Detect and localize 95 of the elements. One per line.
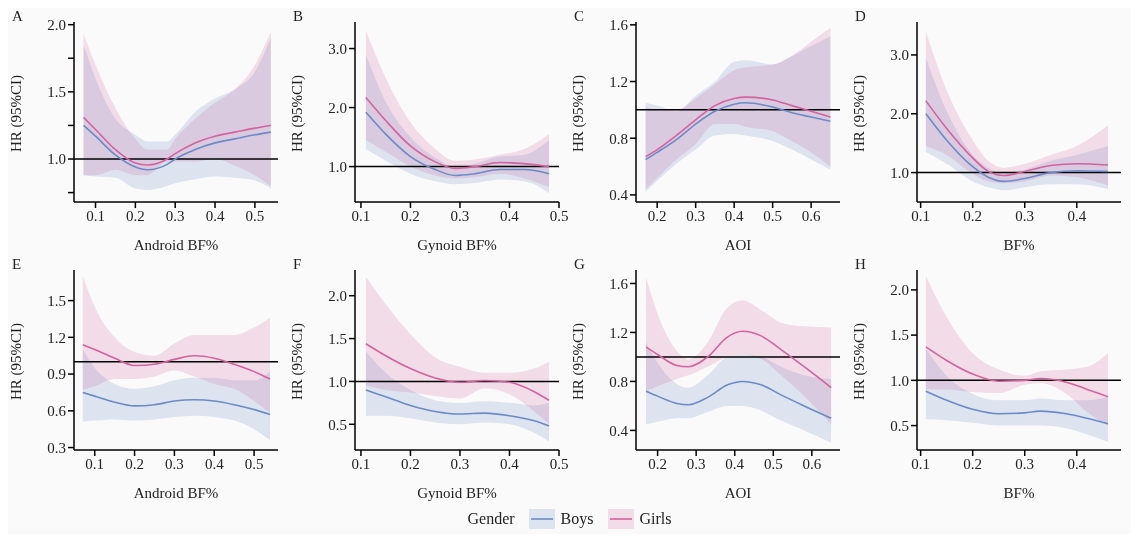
x-axis-title: BF% [1003,485,1035,501]
y-axis-title: HR (95%CI) [8,74,26,152]
y-tick-label: 1.5 [890,327,909,344]
legend-label: Girls [639,510,672,528]
x-tick-label: 0.5 [549,455,569,472]
x-tick-label: 0.3 [165,207,185,224]
x-tick-label: 0.5 [763,207,783,224]
x-tick-label: 0.6 [801,207,822,224]
y-tick-label: 1.0 [47,151,66,168]
y-axis-title: HR (95%CI) [289,74,307,152]
y-tick-label: 1.5 [328,330,347,347]
y-tick-label: 0.8 [609,130,628,147]
x-tick-label: 0.5 [244,455,264,472]
y-tick-label: 0.5 [890,417,909,434]
x-tick-label: 0.1 [86,207,105,224]
x-tick-label: 0.3 [1015,455,1035,472]
chart-title: F [293,256,302,273]
y-tick-label: 1.6 [609,275,629,292]
y-tick-label: 2.0 [328,288,347,305]
x-tick-label: 0.3 [450,207,470,224]
y-tick-label: 1.5 [47,292,66,309]
x-tick-label: 0.4 [500,207,520,224]
x-tick-label: 0.3 [165,455,184,472]
y-tick-label: 0.8 [609,373,628,390]
x-tick-label: 0.2 [125,455,144,472]
x-tick-label: 0.1 [911,455,931,472]
x-tick-label: 0.1 [911,207,931,224]
chart-title: H [855,256,866,273]
chart-title: D [855,8,866,25]
x-axis-title: AOI [724,237,752,253]
y-tick-label: 1.0 [890,372,909,389]
chart-title: E [12,256,22,273]
chart-title: C [574,8,585,25]
x-tick-label: 0.3 [686,455,706,472]
x-tick-label: 0.2 [401,455,420,472]
x-tick-label: 0.3 [686,207,706,224]
y-axis-title: HR (95%CI) [570,322,588,400]
x-tick-label: 0.1 [351,207,371,224]
x-axis-title: BF% [1003,237,1035,253]
y-tick-label: 1.2 [609,73,628,90]
x-tick-label: 0.4 [724,207,745,224]
y-tick-label: 0.4 [609,187,629,204]
y-tick-label: 3.0 [890,47,909,64]
y-axis-title: HR (95%CI) [8,322,26,400]
x-axis-title: Android BF% [133,237,219,253]
y-tick-label: 0.3 [47,439,66,456]
x-axis-title: AOI [724,485,752,501]
x-tick-label: 0.5 [245,207,265,224]
legend-label: Boys [560,510,594,528]
y-tick-label: 1.0 [890,164,909,181]
y-tick-label: 1.5 [47,84,66,101]
x-tick-label: 0.5 [763,455,783,472]
y-tick-label: 1.2 [609,324,628,341]
y-tick-label: 0.9 [47,366,66,383]
x-tick-label: 0.4 [500,455,520,472]
x-tick-label: 0.4 [205,207,225,224]
x-axis-title: Android BF% [133,485,219,501]
y-tick-label: 1.6 [609,17,629,34]
x-tick-label: 0.2 [648,455,667,472]
y-axis-title: HR (95%CI) [289,322,307,400]
chart-title: A [12,8,23,25]
y-tick-label: 1.0 [328,158,347,175]
chart-title: B [293,8,304,25]
y-tick-label: 2.0 [47,17,66,34]
y-tick-label: 2.0 [328,99,347,116]
y-axis-title: HR (95%CI) [570,74,588,152]
y-axis-title: HR (95%CI) [851,322,869,400]
y-tick-label: 0.5 [328,416,347,433]
x-tick-label: 0.1 [85,455,105,472]
y-tick-label: 2.0 [890,106,909,123]
x-tick-label: 0.4 [204,455,225,472]
y-tick-label: 0.6 [47,403,67,420]
y-tick-label: 2.0 [890,282,909,299]
chart-title: G [574,256,585,273]
y-tick-label: 1.0 [328,373,347,390]
x-tick-label: 0.2 [401,207,420,224]
x-axis-title: Gynoid BF% [417,237,497,253]
x-tick-label: 0.2 [963,207,983,224]
y-tick-label: 3.0 [328,40,347,57]
x-tick-label: 0.4 [1067,207,1087,224]
x-tick-label: 0.4 [1067,455,1087,472]
x-tick-label: 0.3 [1015,207,1035,224]
y-tick-label: 0.4 [609,422,629,439]
y-tick-label: 1.2 [47,329,66,346]
y-axis-title: HR (95%CI) [851,74,869,152]
x-tick-label: 0.1 [351,455,371,472]
x-tick-label: 0.2 [647,207,667,224]
x-tick-label: 0.6 [802,455,822,472]
x-tick-label: 0.5 [549,207,569,224]
x-tick-label: 0.4 [725,455,745,472]
x-axis-title: Gynoid BF% [417,485,497,501]
x-tick-label: 0.2 [963,455,983,472]
x-tick-label: 0.3 [450,455,470,472]
x-tick-label: 0.2 [125,207,145,224]
legend-title: Gender [467,510,515,528]
